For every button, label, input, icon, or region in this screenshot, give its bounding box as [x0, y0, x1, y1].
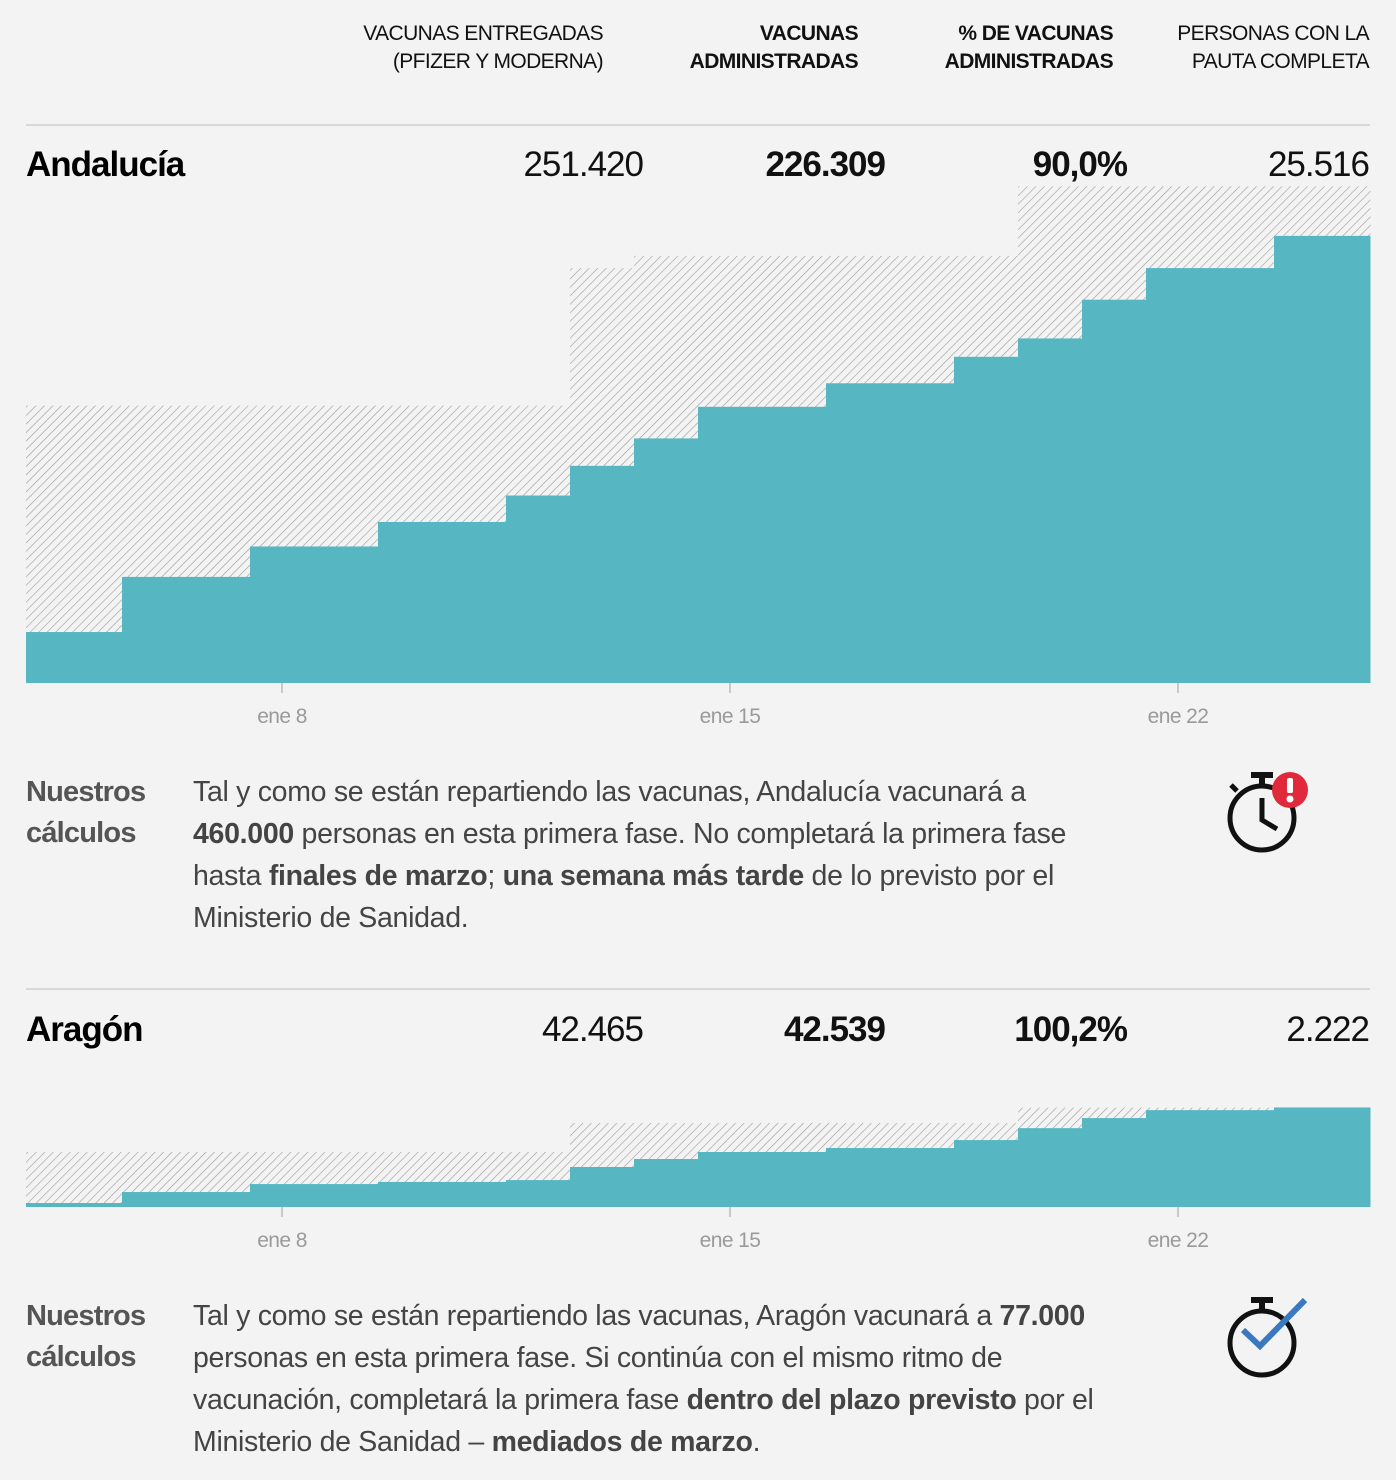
administered-step — [570, 1166, 635, 1207]
header-line: PERSONAS CON LA — [1177, 22, 1369, 45]
text: Tal y como se están repartiendo las vacu… — [193, 776, 1026, 808]
chart: ene 8 ene 15 ene 22 — [26, 1107, 1371, 1252]
calc-text: Tal y como se están repartiendo las vacu… — [193, 1295, 1133, 1463]
text: . — [752, 1426, 761, 1458]
administered-step — [26, 1203, 123, 1207]
figure: 226.309 — [765, 145, 886, 184]
header-line: ADMINISTRADAS — [689, 50, 859, 73]
text: por el Ministerio de Sanidad – — [193, 1384, 1094, 1458]
administered-step — [698, 406, 827, 683]
header-column: PERSONAS CON LA PAUTA COMPLETA — [1177, 20, 1369, 76]
administered-step — [250, 1184, 379, 1207]
administered-step — [1146, 268, 1275, 683]
x-tick-label: ene 15 — [700, 1229, 761, 1252]
calc-label: Nuestros cálculos — [26, 772, 146, 854]
header-line: ADMINISTRADAS — [944, 50, 1114, 73]
figure: 42.539 — [783, 1010, 886, 1049]
header-column: VACUNAS ADMINISTRADAS — [689, 20, 859, 76]
divider — [26, 988, 1370, 990]
header-line: % DE VACUNAS — [958, 22, 1113, 45]
administered-step — [122, 1192, 251, 1207]
figure: 251.420 — [523, 145, 644, 184]
administered-step — [570, 465, 635, 683]
calc-label-line: cálculos — [26, 1341, 136, 1373]
header-line: VACUNAS — [759, 22, 859, 45]
figure: 2.222 — [1286, 1010, 1370, 1049]
bold-text: 460.000 — [193, 818, 294, 850]
header-line: PAUTA COMPLETA — [1191, 50, 1370, 73]
x-tick-label: ene 15 — [700, 705, 761, 728]
administered-step — [634, 1159, 699, 1207]
administered-step — [954, 356, 1019, 683]
calc-label-line: cálculos — [26, 817, 136, 849]
administered-step — [1082, 299, 1147, 683]
header-column: % DE VACUNAS ADMINISTRADAS — [944, 20, 1114, 76]
bold-text: mediados de marzo — [491, 1426, 753, 1458]
header-line: (PFIZER Y MODERNA) — [392, 50, 604, 73]
administered-step — [826, 383, 955, 683]
figure: 42.465 — [541, 1010, 644, 1049]
calc-label: Nuestros cálculos — [26, 1296, 146, 1378]
administered-step — [634, 438, 699, 683]
administered-step — [1146, 1110, 1275, 1207]
administered-step — [378, 1181, 507, 1207]
administered-step — [506, 1180, 571, 1207]
late-icon — [1227, 772, 1308, 853]
bold-text: dentro del plazo previsto — [686, 1384, 1017, 1416]
administered-step — [826, 1148, 955, 1207]
administered-step — [1274, 1107, 1371, 1207]
administered-step — [26, 632, 123, 683]
administered-step — [250, 546, 379, 683]
figure: 25.516 — [1267, 145, 1370, 184]
text: personas en esta primera fase. Si contin… — [193, 1342, 1003, 1416]
x-tick-label: ene 8 — [257, 1229, 307, 1252]
administered-step — [1018, 1128, 1083, 1207]
bold-text: finales de marzo — [268, 860, 488, 892]
figure: 90,0% — [1032, 145, 1128, 184]
bold-text: una semana más tarde — [502, 860, 805, 892]
chart: ene 8 ene 15 ene 22 — [26, 186, 1371, 728]
region-name: Aragón — [26, 1010, 143, 1049]
text: ; — [487, 860, 503, 892]
administered-step — [1274, 235, 1371, 683]
administered-step — [506, 495, 571, 683]
x-tick-label: ene 8 — [257, 705, 307, 728]
administered-step — [378, 521, 507, 683]
calc-label-line: Nuestros — [26, 1300, 146, 1332]
figure: 100,2% — [1014, 1010, 1128, 1049]
text: personas en esta primera fase. No comple… — [193, 818, 1067, 892]
header-column: VACUNAS ENTREGADAS (PFIZER Y MODERNA) — [363, 20, 603, 76]
on-time-icon — [1227, 1297, 1308, 1378]
x-tick-label: ene 22 — [1148, 1229, 1209, 1252]
administered-step — [954, 1140, 1019, 1207]
administered-step — [122, 576, 251, 683]
divider — [26, 124, 1370, 126]
header-line: VACUNAS ENTREGADAS — [363, 22, 603, 45]
calc-label-line: Nuestros — [26, 776, 146, 808]
administered-step — [1018, 338, 1083, 683]
text: de lo previsto por el Ministerio de Sani… — [193, 860, 1054, 934]
bold-text: 77.000 — [999, 1300, 1086, 1332]
calc-text: Tal y como se están repartiendo las vacu… — [193, 771, 1133, 939]
administered-step — [1082, 1118, 1147, 1207]
region-name: Andalucía — [26, 145, 185, 184]
text: Tal y como se están repartiendo las vacu… — [193, 1300, 1000, 1332]
x-tick-label: ene 22 — [1148, 705, 1209, 728]
administered-step — [698, 1152, 827, 1207]
